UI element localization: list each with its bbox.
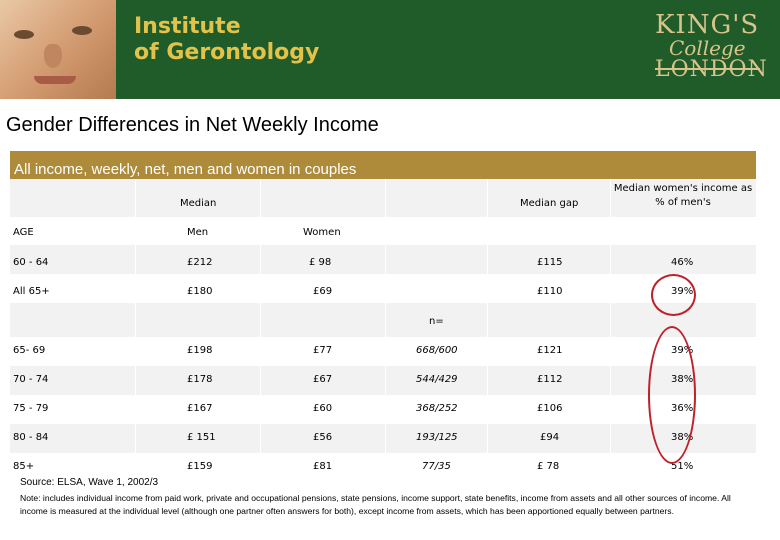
cell-men: £167 (187, 403, 213, 414)
header-median: Median (180, 198, 217, 209)
cell-n: 668/600 (416, 345, 458, 356)
cell-age: 70 - 74 (13, 374, 49, 385)
cell-women: £67 (313, 374, 333, 385)
cell-men: £198 (187, 345, 213, 356)
cell-age: All 65+ (13, 286, 50, 297)
cell-women: £77 (313, 345, 333, 356)
column-divider (385, 179, 386, 473)
kings-college-logo: KING'S College LONDON (655, 12, 768, 82)
cell-gap: £112 (537, 374, 563, 385)
cell-pct: 46% (671, 257, 694, 268)
kings-logo-rule (655, 68, 760, 70)
header-n: n= (429, 316, 444, 327)
page-title: Gender Differences in Net Weekly Income (6, 114, 379, 136)
cell-women: £81 (313, 461, 333, 472)
cell-n: 77/35 (422, 461, 451, 472)
institute-logo-text: Institute of Gerontology (134, 14, 319, 66)
column-divider (260, 179, 261, 473)
cell-gap: £110 (537, 286, 563, 297)
header-men: Men (187, 227, 209, 238)
kings-logo-line-2: College (669, 36, 746, 60)
cell-men: £159 (187, 461, 213, 472)
cell-age: 65- 69 (13, 345, 46, 356)
table-n-header-row: n= (10, 303, 756, 337)
highlight-circle-all65 (651, 274, 696, 316)
header-banner: Institute of Gerontology KING'S College … (0, 0, 780, 99)
cell-men: £180 (187, 286, 213, 297)
source-note: Source: ELSA, Wave 1, 2002/3 (20, 477, 159, 488)
photo-nose (44, 44, 62, 68)
institute-line-2: of Gerontology (134, 40, 320, 65)
cell-gap: £121 (537, 345, 563, 356)
cell-gap: £115 (537, 257, 563, 268)
header-women: Women (303, 227, 341, 238)
cell-women: £ 98 (309, 257, 332, 268)
cell-men: £212 (187, 257, 213, 268)
header-women-pct: Median women's income as % of men's (613, 183, 753, 208)
cell-gap: £ 78 (537, 461, 560, 472)
portrait-photo (0, 0, 116, 99)
table-subheader-row: AGE Men Women (10, 217, 756, 245)
column-divider (135, 179, 136, 473)
cell-pct: 51% (671, 461, 694, 472)
table-caption: All income, weekly, net, men and women i… (10, 151, 756, 179)
cell-age: 75 - 79 (13, 403, 49, 414)
cell-men: £ 151 (187, 432, 216, 443)
photo-eye-right (72, 26, 92, 35)
cell-age: 60 - 64 (13, 257, 49, 268)
cell-women: £56 (313, 432, 333, 443)
cell-gap: £106 (537, 403, 563, 414)
cell-women: £60 (313, 403, 333, 414)
photo-eye-left (14, 30, 34, 39)
cell-age: 80 - 84 (13, 432, 49, 443)
cell-women: £69 (313, 286, 333, 297)
cell-n: 368/252 (416, 403, 458, 414)
kings-logo-line-1: KING'S (655, 10, 760, 40)
table-row: All 65+ £180 £69 £110 39% (10, 274, 756, 303)
table-row: 85+ £159 £81 77/35 £ 78 51% (10, 453, 756, 473)
header-median-gap: Median gap (520, 198, 579, 209)
table-row: 70 - 74 £178 £67 544/429 £112 38% (10, 366, 756, 395)
photo-mouth (34, 76, 76, 84)
footnote: Note: includes individual income from pa… (20, 493, 731, 516)
cell-n: 544/429 (416, 374, 458, 385)
table-row: 65- 69 £198 £77 668/600 £121 39% (10, 337, 756, 366)
table-row: 75 - 79 £167 £60 368/252 £106 36% (10, 395, 756, 424)
cell-age: 85+ (13, 461, 35, 472)
cell-men: £178 (187, 374, 213, 385)
table-row: 80 - 84 £ 151 £56 193/125 £94 38% (10, 424, 756, 453)
highlight-ellipse-age-groups (648, 326, 696, 464)
table-row: 60 - 64 £212 £ 98 £115 46% (10, 245, 756, 274)
institute-line-1: Institute (134, 14, 241, 39)
column-divider (610, 179, 611, 473)
column-divider (487, 179, 488, 473)
table-header-row: Median Median gap Median women's income … (10, 179, 756, 217)
header-age: AGE (13, 227, 34, 238)
cell-n: 193/125 (416, 432, 458, 443)
kings-logo-line-3: LONDON (655, 57, 768, 82)
cell-gap: £94 (540, 432, 560, 443)
